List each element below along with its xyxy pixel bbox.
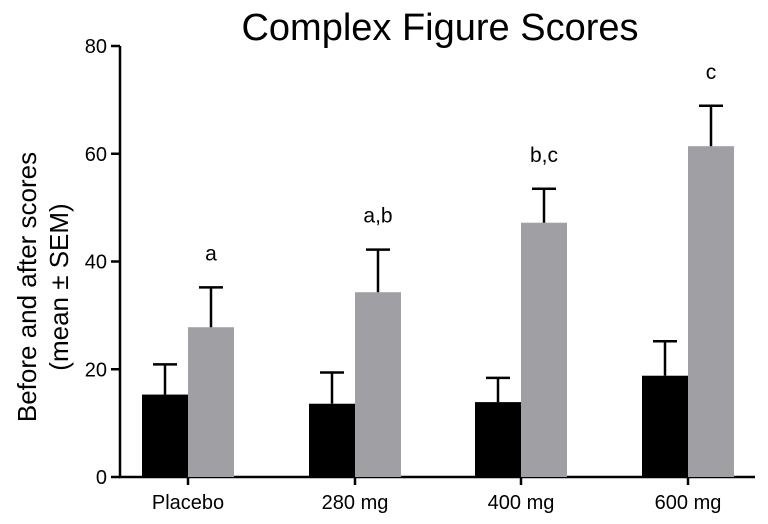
y-axis-title-line-1: Before and after scores <box>12 152 42 422</box>
significance-label: a <box>205 242 217 265</box>
x-tick-label: Placebo <box>152 492 224 514</box>
y-tick-label: 0 <box>96 467 107 489</box>
y-tick-label: 40 <box>85 252 107 274</box>
x-tick-label: 600 mg <box>655 492 722 514</box>
plot-area: 0 20 40 60 80 Placebo 280 mg 400 mg 600 mg a a,b b,… <box>85 36 755 514</box>
bar <box>521 222 567 477</box>
significance-label: c <box>706 61 717 84</box>
y-tick-label: 20 <box>85 359 107 381</box>
bar <box>475 402 521 477</box>
y-axis-title: Before and after scores (mean ± SEM) <box>12 152 74 422</box>
y-tick-label: 60 <box>85 144 107 166</box>
chart-title: Complex Figure Scores <box>241 7 638 49</box>
bar <box>188 327 234 477</box>
bar <box>642 375 688 477</box>
significance-label: b,c <box>530 144 558 167</box>
bar <box>355 292 401 477</box>
bar <box>309 403 355 477</box>
y-axis-title-line-2: (mean ± SEM) <box>44 203 74 370</box>
bar <box>688 146 734 477</box>
bar <box>142 394 188 477</box>
x-tick-label: 280 mg <box>322 492 389 514</box>
y-tick-label: 80 <box>85 36 107 58</box>
x-tick-label: 400 mg <box>488 492 555 514</box>
significance-label: a,b <box>363 205 392 228</box>
